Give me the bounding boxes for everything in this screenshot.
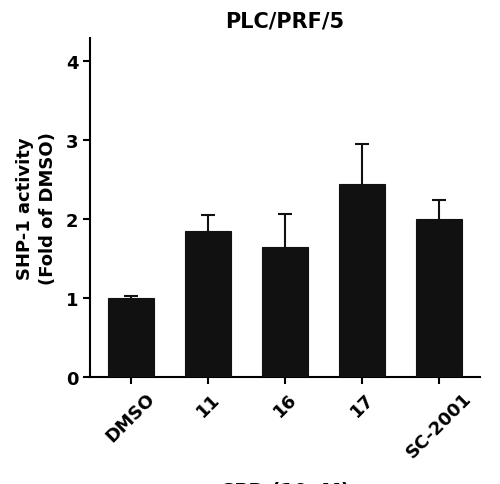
Bar (108, 299, 154, 378)
Bar (185, 232, 231, 378)
X-axis label: CPD (10μM): CPD (10μM) (220, 481, 350, 484)
Title: PLC/PRF/5: PLC/PRF/5 (226, 12, 344, 31)
Bar (262, 247, 308, 378)
Y-axis label: SHP-1 activity
(Fold of DMSO): SHP-1 activity (Fold of DMSO) (16, 132, 58, 285)
Bar (416, 220, 463, 378)
Bar (339, 184, 385, 378)
